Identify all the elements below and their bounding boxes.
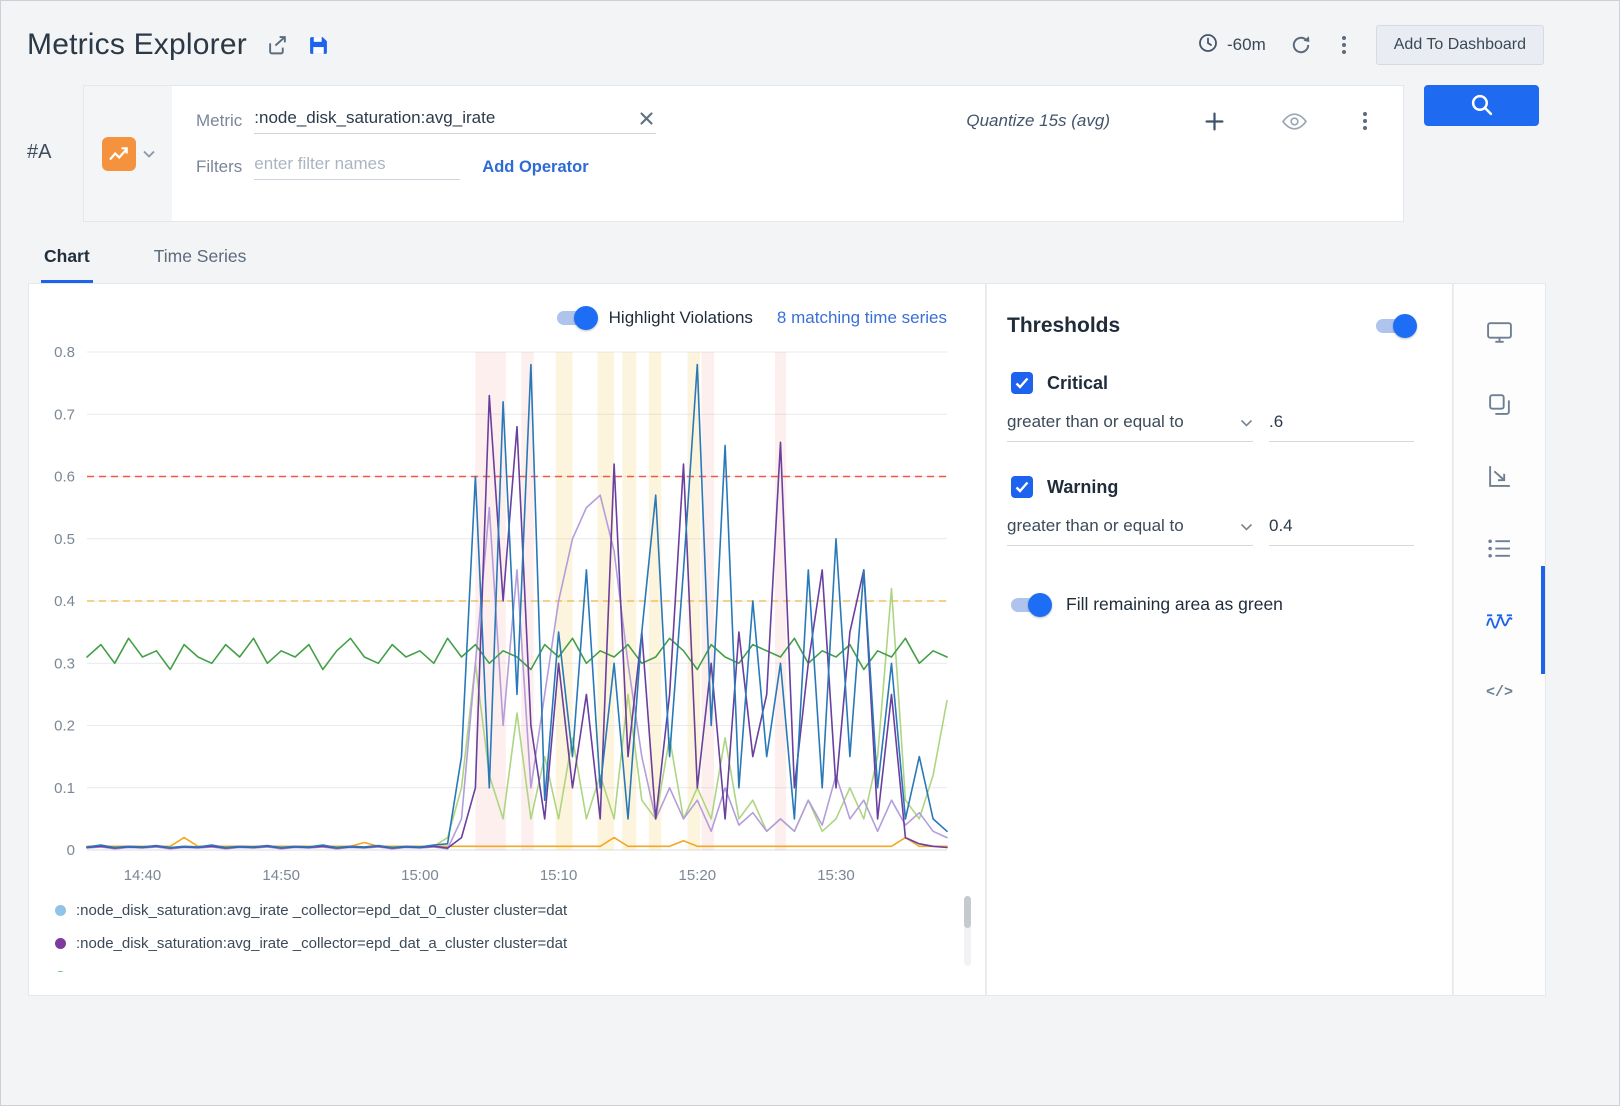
svg-text:15:00: 15:00	[401, 867, 439, 884]
legend-scrollbar[interactable]	[964, 896, 971, 966]
tab-chart[interactable]: Chart	[41, 246, 93, 283]
chevron-down-icon	[142, 145, 155, 163]
legend-color-dot	[55, 938, 66, 949]
compare-overlay-icon[interactable]	[1454, 368, 1545, 440]
refresh-icon[interactable]	[1290, 35, 1312, 55]
header-kebab-icon[interactable]	[1336, 34, 1352, 56]
svg-text:0.8: 0.8	[54, 344, 75, 361]
critical-checkbox-row[interactable]: Critical	[1007, 372, 1414, 394]
critical-operator-select[interactable]: greater than or equal to	[1007, 412, 1253, 442]
svg-text:0.7: 0.7	[54, 406, 75, 423]
svg-text:0.2: 0.2	[54, 718, 75, 735]
svg-text:0.5: 0.5	[54, 531, 75, 548]
axes-scale-icon[interactable]	[1454, 440, 1545, 512]
query-kebab-icon[interactable]	[1357, 110, 1373, 132]
chart-panel: Highlight Violations 8 matching time ser…	[28, 283, 986, 996]
filters-input[interactable]	[254, 154, 461, 180]
time-range-value: -60m	[1227, 35, 1266, 54]
svg-text:15:20: 15:20	[679, 867, 717, 884]
legend-color-dot	[55, 905, 66, 916]
metric-input[interactable]	[254, 108, 638, 128]
eye-icon[interactable]	[1282, 112, 1307, 130]
code-view-icon[interactable]: </>	[1485, 683, 1513, 701]
warning-checkbox-row[interactable]: Warning	[1007, 476, 1414, 498]
warning-operator-select[interactable]: greater than or equal to	[1007, 516, 1253, 546]
query-id-label: #A	[27, 141, 52, 163]
search-button[interactable]	[1424, 85, 1539, 126]
chevron-down-icon	[1240, 412, 1253, 432]
svg-text:14:50: 14:50	[262, 867, 300, 884]
share-icon[interactable]	[267, 35, 288, 56]
thresholds-toggle[interactable]	[1376, 314, 1417, 338]
chart-legend: :node_disk_saturation:avg_irate _collect…	[55, 894, 971, 972]
fill-green-toggle[interactable]	[1011, 592, 1052, 617]
add-to-dashboard-button[interactable]: Add To Dashboard	[1375, 25, 1544, 65]
svg-text:15:10: 15:10	[540, 867, 578, 884]
svg-text:0: 0	[67, 842, 75, 859]
legend-label: :node_disk_saturation:avg_irate _collect…	[76, 935, 568, 952]
right-icon-rail: </>	[1453, 283, 1546, 996]
metric-label: Metric	[196, 111, 243, 130]
tab-time-series[interactable]: Time Series	[153, 246, 247, 266]
quantize-label[interactable]: Quantize 15s (avg)	[966, 111, 1110, 130]
legend-color-dot	[55, 971, 66, 972]
highlight-violations-label: Highlight Violations	[608, 308, 753, 327]
chevron-down-icon	[1240, 516, 1253, 536]
warning-label: Warning	[1047, 476, 1119, 497]
list-options-icon[interactable]	[1454, 512, 1545, 584]
matching-series-link[interactable]: 8 matching time series	[776, 308, 947, 327]
highlight-violations-toggle[interactable]	[556, 306, 598, 330]
main-content: Highlight Violations 8 matching time ser…	[28, 283, 1619, 996]
svg-text:0.6: 0.6	[54, 469, 75, 486]
page-title: Metrics Explorer	[27, 28, 247, 61]
svg-text:15:30: 15:30	[817, 867, 855, 884]
legend-item[interactable]: :node_disk_saturation:avg_irate _collect…	[55, 927, 971, 960]
top-bar: Metrics Explorer -60m Add To Dashboard	[1, 1, 1619, 81]
thresholds-panel: Thresholds Critical greater than or equa…	[986, 283, 1453, 996]
clear-metric-icon[interactable]	[637, 111, 656, 126]
legend-item[interactable]	[55, 960, 971, 972]
time-range-picker[interactable]: -60m	[1198, 33, 1266, 58]
add-operator-link[interactable]: Add Operator	[482, 157, 589, 176]
display-panel-icon[interactable]	[1454, 296, 1545, 368]
query-row: #A Metric	[1, 81, 1619, 222]
thresholds-settings-icon[interactable]	[1454, 566, 1545, 674]
critical-checkbox[interactable]	[1011, 372, 1033, 394]
svg-text:0.3: 0.3	[54, 655, 75, 672]
critical-label: Critical	[1047, 372, 1109, 393]
fill-green-label: Fill remaining area as green	[1066, 594, 1283, 614]
search-icon	[1470, 93, 1493, 119]
svg-text:14:40: 14:40	[124, 867, 162, 884]
add-query-icon[interactable]	[1205, 111, 1224, 131]
svg-text:0.1: 0.1	[54, 780, 75, 797]
filters-label: Filters	[196, 157, 243, 176]
query-card: Metric Quantize 15s (avg)	[83, 85, 1404, 222]
warning-checkbox[interactable]	[1011, 476, 1033, 498]
critical-value-input[interactable]: .6	[1269, 412, 1414, 442]
clock-icon	[1198, 33, 1218, 58]
metrics-chart[interactable]: 0 0.1 0.2 0.3 0.4 0.5 0.6 0.7 0.8 14:40 14:50 15:00…	[29, 338, 974, 890]
warning-value-input[interactable]: 0.4	[1269, 516, 1414, 546]
metric-chart-icon	[101, 136, 136, 171]
save-icon[interactable]	[308, 35, 329, 56]
thresholds-title: Thresholds	[1007, 314, 1121, 337]
legend-label: :node_disk_saturation:avg_irate _collect…	[76, 902, 568, 919]
svg-text:0.4: 0.4	[54, 593, 75, 610]
metric-type-selector[interactable]	[84, 86, 172, 221]
view-tabs: Chart Time Series	[1, 222, 1619, 283]
legend-item[interactable]: :node_disk_saturation:avg_irate _collect…	[55, 894, 971, 927]
